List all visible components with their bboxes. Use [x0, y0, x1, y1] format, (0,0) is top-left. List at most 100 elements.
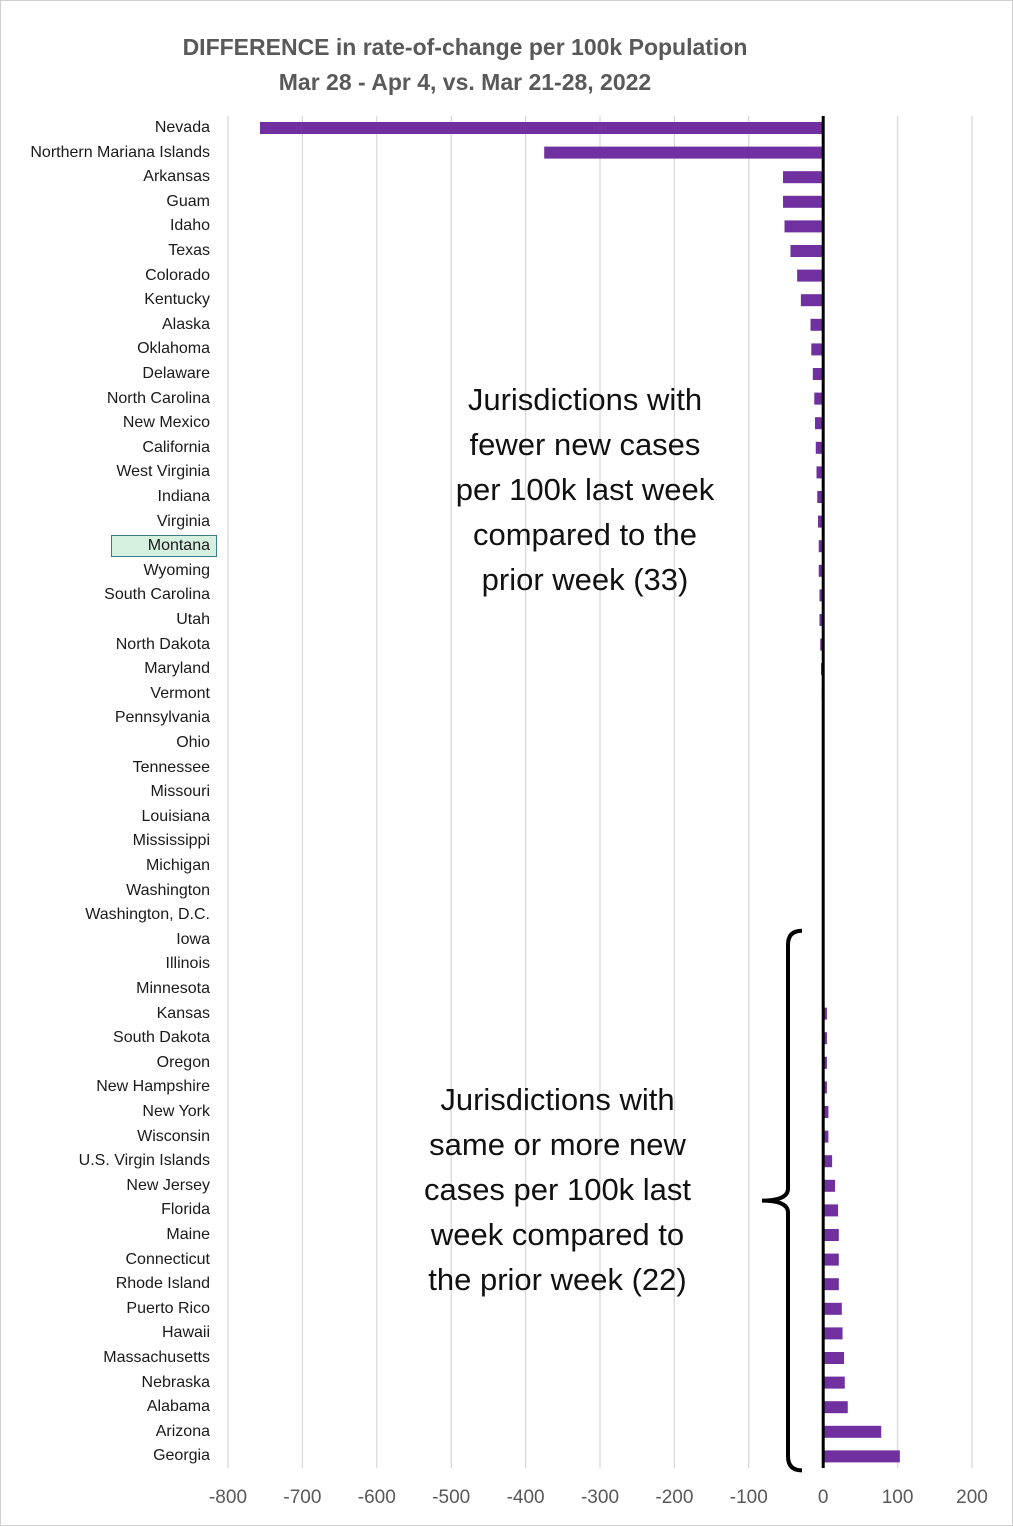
bar: [823, 1155, 833, 1168]
category-label: Maryland: [144, 660, 210, 678]
category-label: Nevada: [154, 119, 210, 136]
bar: [810, 318, 824, 331]
x-tick-label: -700: [283, 1487, 322, 1508]
category-label: Rhode Island: [115, 1275, 210, 1293]
category-label: Michigan: [145, 857, 210, 874]
category-label: Arkansas: [143, 168, 210, 186]
bar: [823, 1130, 829, 1143]
x-tick-label: -600: [357, 1487, 396, 1508]
bar: [783, 195, 824, 208]
group-brace: [761, 928, 803, 1473]
category-label: North Carolina: [106, 389, 210, 407]
category-label: North Dakota: [115, 635, 210, 653]
category-label: California: [142, 438, 210, 456]
bar: [815, 441, 824, 454]
bar: [823, 1204, 839, 1217]
category-label: Ohio: [176, 734, 210, 751]
category-label: Missouri: [150, 783, 210, 801]
x-tick-label: 100: [881, 1487, 914, 1508]
bar: [817, 515, 824, 528]
bar: [823, 1229, 839, 1241]
bar: [823, 1253, 839, 1266]
x-tick-label: -300: [580, 1487, 620, 1508]
category-label: Massachusetts: [103, 1349, 210, 1366]
category-label: Virginia: [156, 512, 210, 530]
bar: [818, 564, 824, 577]
x-tick-label: 0: [817, 1487, 829, 1508]
category-label: Nebraska: [141, 1373, 210, 1391]
bar: [818, 540, 824, 553]
bar: [819, 589, 824, 602]
category-label: Alaska: [161, 315, 210, 333]
bar: [816, 466, 824, 479]
category-label: Oklahoma: [137, 340, 210, 358]
bar: [544, 146, 824, 159]
category-label: Mississippi: [132, 832, 210, 850]
category-label: Arizona: [155, 1422, 210, 1440]
bar: [823, 1007, 827, 1020]
bar: [811, 343, 824, 356]
bar: [823, 1425, 882, 1438]
bar: [823, 1179, 836, 1192]
bar: [823, 1401, 848, 1414]
bar: [823, 1056, 827, 1069]
category-label: Hawaii: [161, 1324, 210, 1342]
category-label: Oregon: [156, 1053, 210, 1071]
category-label: Alabama: [146, 1398, 210, 1416]
category-label: Utah: [176, 611, 210, 628]
x-tick-label: -100: [729, 1487, 768, 1508]
category-label: Pennsylvania: [114, 709, 210, 727]
bar: [812, 368, 824, 380]
bar: [823, 1032, 827, 1045]
category-label: Vermont: [150, 684, 210, 702]
bar: [259, 122, 824, 134]
highlight-box: [111, 535, 217, 558]
bar: [823, 1376, 845, 1389]
bar: [823, 1327, 843, 1340]
annotation-fewer-cases: Jurisdictions with fewer new cases per 1…: [455, 382, 715, 597]
category-label: Wyoming: [143, 561, 210, 579]
bar: [823, 1278, 839, 1291]
bar: [784, 220, 824, 233]
category-label: Delaware: [142, 365, 210, 382]
bar: [790, 245, 824, 257]
bar: [823, 1352, 845, 1364]
chart-title: DIFFERENCE in rate-of-change per 100k Po…: [182, 34, 748, 60]
bar: [823, 1302, 842, 1315]
category-label: Maine: [166, 1226, 210, 1243]
category-label: Connecticut: [125, 1250, 211, 1268]
category-label: New Hampshire: [96, 1078, 210, 1096]
x-tick-label: -200: [655, 1487, 694, 1508]
category-label: West Virginia: [116, 463, 210, 481]
bar: [814, 392, 824, 405]
category-label: Wisconsin: [137, 1127, 210, 1145]
category-label: Washington: [126, 881, 210, 899]
category-label: South Carolina: [104, 586, 210, 604]
category-label: U.S. Virgin Islands: [78, 1152, 210, 1170]
category-label: Texas: [168, 242, 210, 259]
category-label: South Dakota: [113, 1029, 210, 1047]
category-label: Kansas: [156, 1004, 210, 1022]
category-label: Georgia: [153, 1447, 210, 1465]
category-label: Idaho: [169, 217, 210, 235]
x-tick-label: 200: [956, 1487, 988, 1508]
category-label: Iowa: [176, 930, 210, 948]
category-label: Illinois: [165, 955, 210, 973]
category-label: Kentucky: [144, 291, 210, 309]
bar: [823, 1106, 829, 1118]
category-label: New Jersey: [126, 1176, 210, 1194]
category-label: Colorado: [145, 266, 210, 284]
category-label: Montana: [147, 537, 210, 555]
category-label: Puerto Rico: [126, 1299, 210, 1317]
bar: [797, 269, 824, 282]
category-label: Florida: [161, 1201, 210, 1219]
bar: [815, 417, 824, 430]
bar: [800, 294, 824, 307]
category-label: Guam: [166, 192, 210, 210]
x-tick-label: -500: [432, 1487, 471, 1508]
category-label: Tennessee: [132, 758, 210, 776]
bar: [783, 171, 824, 184]
category-label: New Mexico: [122, 414, 210, 432]
category-label: New York: [142, 1103, 210, 1120]
